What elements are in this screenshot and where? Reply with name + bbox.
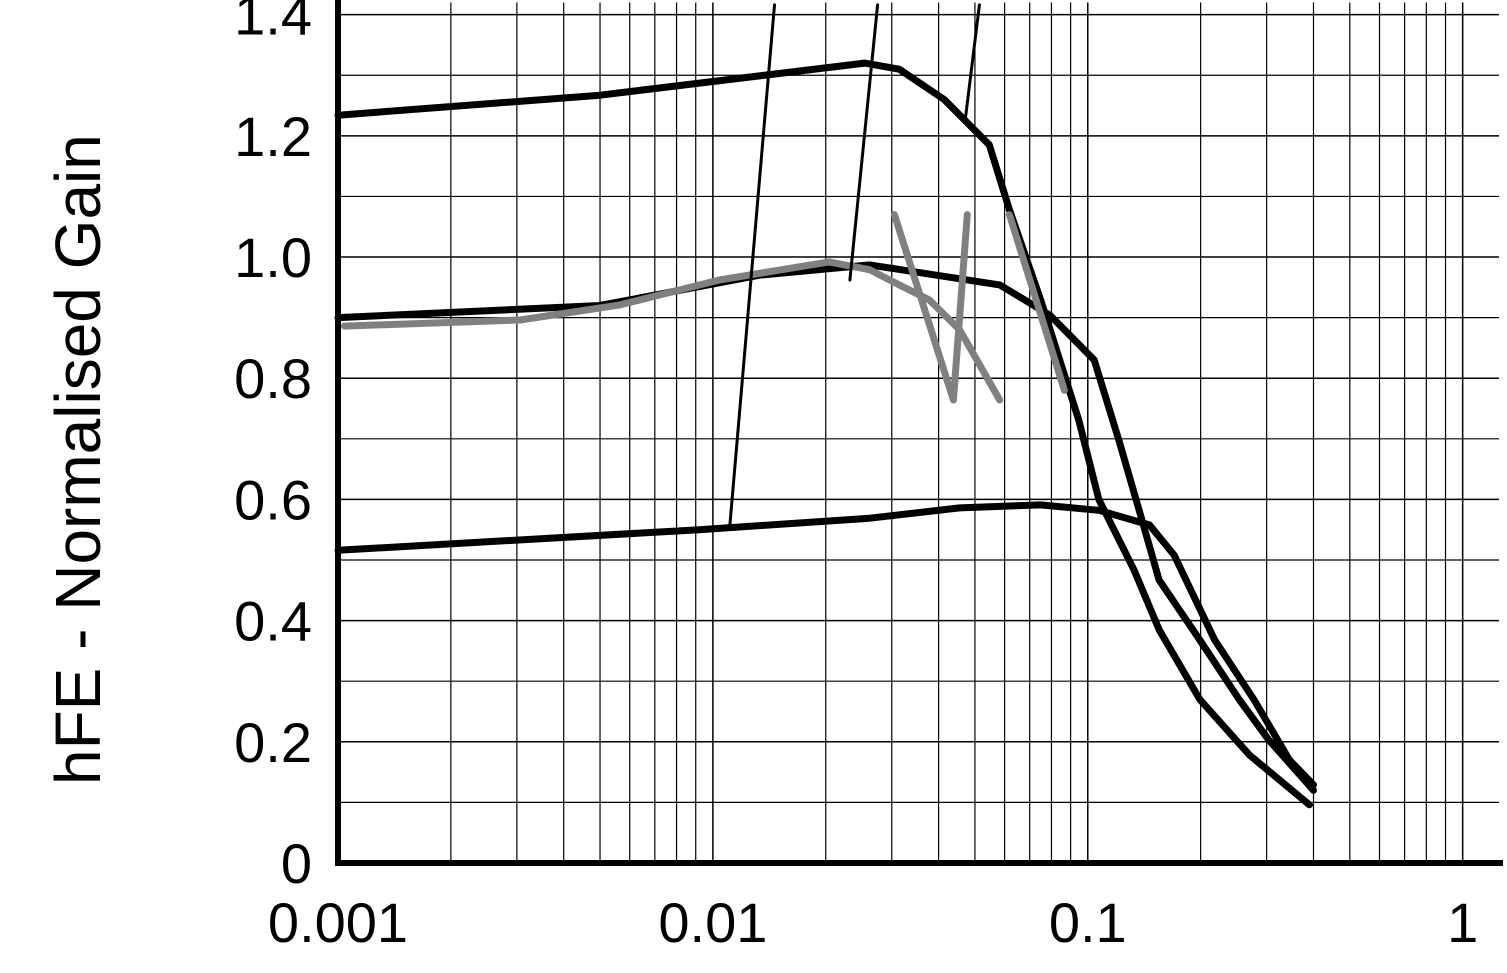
- y-tick-label: 1.2: [234, 105, 312, 168]
- x-tick-label: 1: [1447, 891, 1478, 954]
- line-series: [334, 59, 1313, 809]
- line-series: [848, 3, 880, 282]
- y-axis-title: hFE - Normalised Gain: [42, 134, 114, 785]
- line-series: [1005, 211, 1068, 394]
- y-tick-label: 0.2: [234, 711, 312, 774]
- x-tick-label: 0.1: [1049, 891, 1127, 954]
- y-tick-label: 0.6: [234, 468, 312, 531]
- y-tick-label: 0.8: [234, 347, 312, 410]
- y-tick-label: 0: [281, 832, 312, 895]
- line-series: [728, 3, 776, 527]
- y-tick-label: 1.4: [234, 0, 312, 47]
- y-tick-label: 0.4: [234, 590, 312, 653]
- line-series: [963, 3, 981, 122]
- line-series: [334, 501, 1317, 789]
- x-tick-label: 0.001: [268, 891, 408, 954]
- x-tick-label: 0.01: [658, 891, 767, 954]
- y-tick-label: 1.0: [234, 226, 312, 289]
- line-series: [890, 211, 971, 404]
- line-series: [340, 258, 1004, 404]
